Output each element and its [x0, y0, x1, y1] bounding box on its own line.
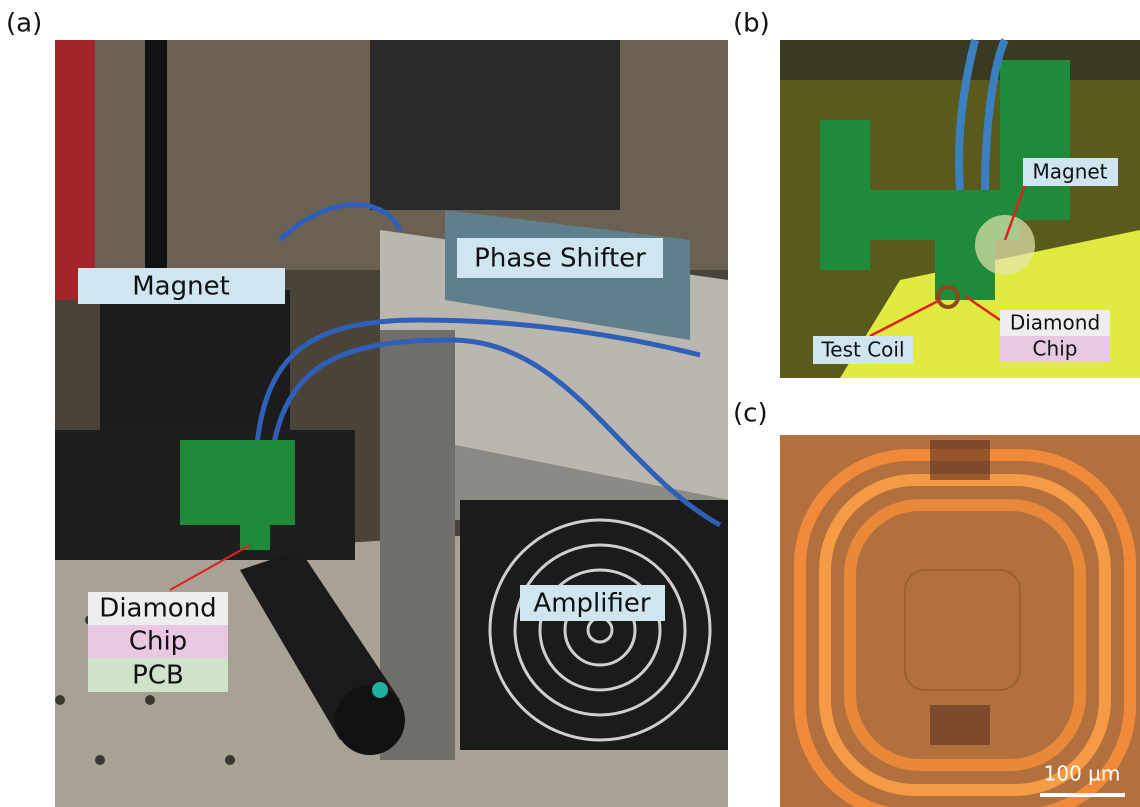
- annotation: PCB: [132, 661, 184, 691]
- annotation: Magnet: [1032, 160, 1107, 184]
- panel-label: (a): [6, 9, 42, 39]
- panel-label: (c): [733, 399, 768, 429]
- figure: (a) (b) (c): [0, 0, 1140, 807]
- annotation: Diamond: [1010, 311, 1100, 335]
- photo-c: [780, 435, 1140, 807]
- annotation: Diamond: [99, 594, 216, 624]
- annotation: Phase Shifter: [474, 244, 646, 274]
- panel-label: (b): [733, 9, 770, 39]
- annotation: Magnet: [132, 272, 230, 302]
- annotation: Test Coil: [820, 338, 904, 362]
- annotation: Chip: [129, 627, 187, 657]
- annotation: Amplifier: [533, 589, 650, 619]
- annotation: Chip: [1033, 337, 1078, 361]
- scale-bar-label: 100 µm: [1044, 762, 1121, 786]
